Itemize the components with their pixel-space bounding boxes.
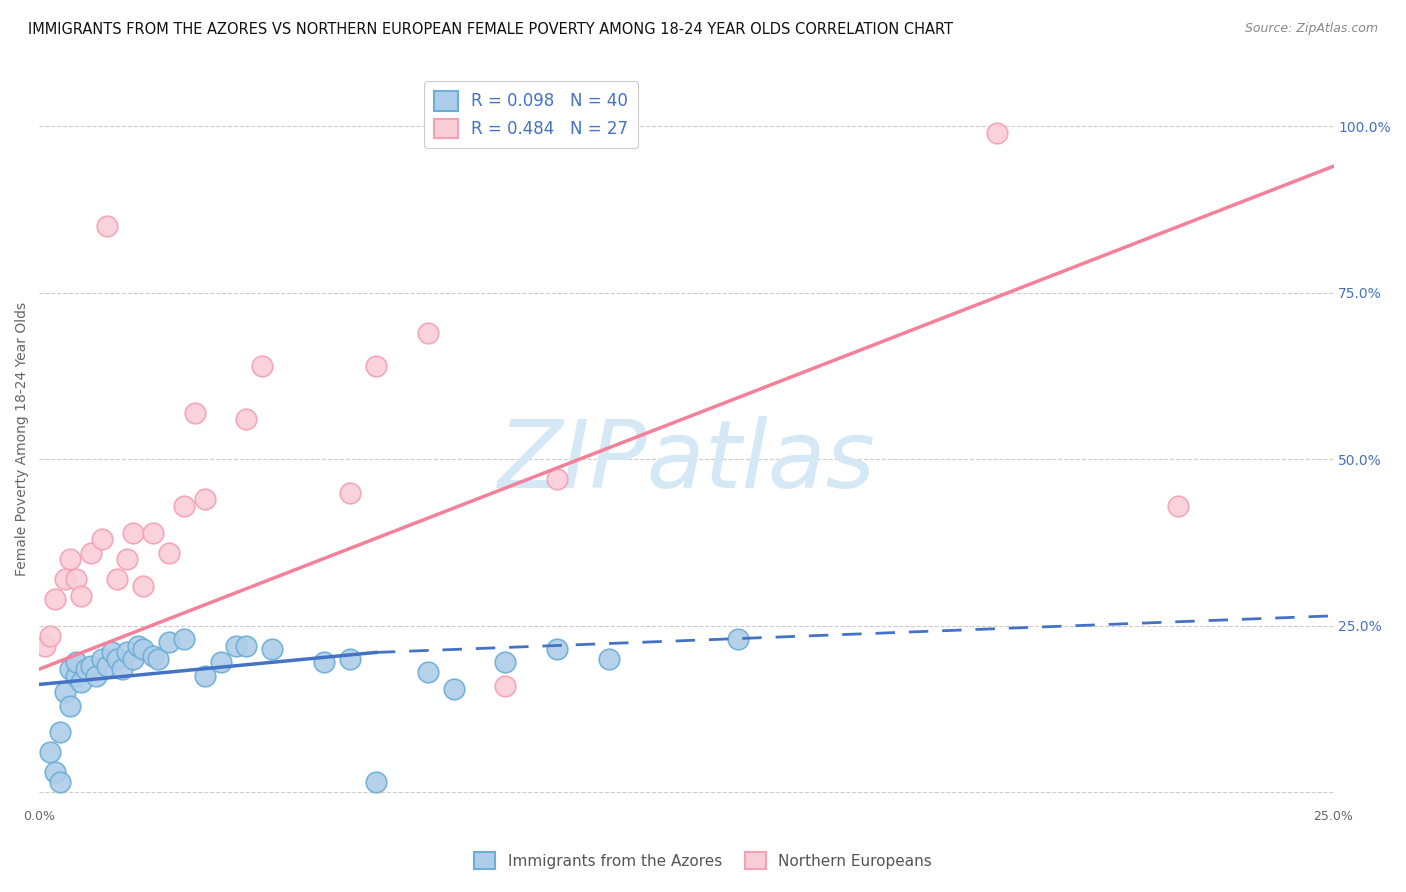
Point (157, 635, 180, 649)
Point (173, 499, 195, 513)
Point (90, 532, 112, 546)
Point (65, 572, 87, 586)
Point (80, 545, 103, 559)
Point (235, 639, 257, 653)
Point (34, 639, 56, 653)
Point (44, 592, 66, 607)
Point (53, 572, 76, 586)
Text: Source: ZipAtlas.com: Source: ZipAtlas.com (1244, 22, 1378, 36)
Point (38, 629, 60, 643)
Point (494, 656, 516, 670)
Legend: R = 0.098   N = 40, R = 0.484   N = 27: R = 0.098 N = 40, R = 0.484 N = 27 (425, 81, 638, 148)
Point (59, 662, 82, 676)
Point (364, 359, 387, 373)
Legend: Immigrants from the Azores, Northern Europeans: Immigrants from the Azores, Northern Eur… (468, 846, 938, 875)
Point (416, 326, 439, 340)
Point (986, 126, 1008, 140)
Point (69, 589, 91, 603)
Point (209, 656, 232, 670)
Point (194, 492, 217, 507)
Point (546, 642, 568, 657)
Point (1167, 499, 1189, 513)
Point (117, 552, 139, 566)
Point (90, 652, 112, 666)
Point (69, 675, 91, 690)
Point (80, 658, 103, 673)
Point (127, 639, 149, 653)
Point (142, 525, 165, 540)
Point (314, 656, 336, 670)
Point (132, 642, 155, 657)
Point (225, 639, 247, 653)
Point (262, 642, 284, 657)
Point (105, 572, 128, 586)
Point (339, 485, 361, 500)
Point (250, 359, 273, 373)
Point (117, 645, 139, 659)
Point (65, 669, 87, 683)
Point (364, 775, 387, 789)
Point (494, 679, 516, 693)
Point (59, 698, 82, 713)
Point (59, 552, 82, 566)
Point (101, 645, 124, 659)
Point (157, 545, 180, 559)
Point (194, 669, 217, 683)
Point (105, 652, 128, 666)
Point (49, 725, 72, 739)
Point (727, 632, 749, 646)
Point (598, 652, 620, 666)
Text: IMMIGRANTS FROM THE AZORES VS NORTHERN EUROPEAN FEMALE POVERTY AMONG 18-24 YEAR : IMMIGRANTS FROM THE AZORES VS NORTHERN E… (28, 22, 953, 37)
Point (65, 656, 87, 670)
Text: ZIPatlas: ZIPatlas (498, 416, 876, 507)
Point (339, 652, 361, 666)
Y-axis label: Female Poverty Among 18-24 Year Olds: Female Poverty Among 18-24 Year Olds (15, 302, 30, 576)
Point (148, 652, 170, 666)
Point (44, 765, 66, 780)
Point (142, 648, 165, 663)
Point (183, 406, 205, 420)
Point (96, 219, 118, 234)
Point (111, 662, 134, 676)
Point (443, 681, 465, 696)
Point (75, 662, 97, 676)
Point (38, 745, 60, 759)
Point (235, 412, 257, 426)
Point (49, 775, 72, 789)
Point (96, 658, 118, 673)
Point (86, 669, 108, 683)
Point (173, 632, 195, 646)
Point (546, 472, 568, 486)
Point (132, 579, 155, 593)
Point (121, 525, 143, 540)
Point (416, 665, 439, 680)
Point (53, 685, 76, 699)
Point (121, 652, 143, 666)
